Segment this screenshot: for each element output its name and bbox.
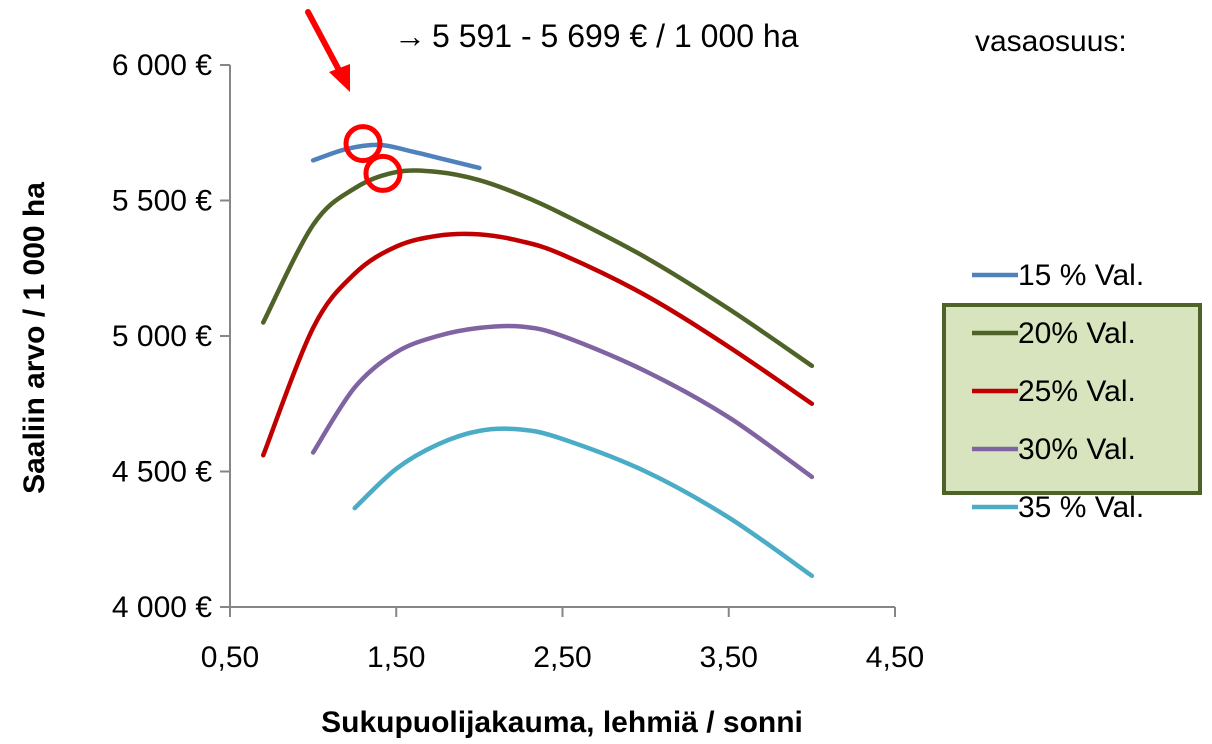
x-tick-label: 2,50	[533, 641, 591, 674]
legend-title: vasaosuus:	[975, 25, 1127, 58]
series-line-5	[352, 426, 815, 579]
highlight-circle-marker	[343, 124, 383, 164]
legend-label: 15 % Val.	[1018, 259, 1144, 292]
red-pointer-arrow-icon	[305, 9, 350, 92]
x-tick-label: 0,50	[201, 641, 259, 674]
y-tick-label: 4 000 €	[112, 591, 212, 624]
legend-label: 30% Val.	[1018, 433, 1136, 466]
series-line-4	[310, 323, 815, 480]
annotation-text: 5 591 - 5 699 € / 1 000 ha	[432, 18, 799, 54]
legend-label: 25% Val.	[1018, 375, 1136, 408]
marker-layer	[343, 124, 403, 193]
y-tick-label: 5 500 €	[112, 185, 212, 218]
y-tick-label: 5 000 €	[112, 320, 212, 353]
y-tick-label: 4 500 €	[112, 456, 212, 489]
series-line-1	[310, 142, 482, 171]
x-tick-label: 4,50	[866, 641, 924, 674]
y-tick-label: 6 000 €	[112, 49, 212, 82]
highlight-circle-marker	[363, 153, 403, 193]
x-axis-title: Sukupuolijakauma, lehmiä / sonni	[321, 706, 803, 739]
series-line-3	[261, 231, 815, 458]
legend-label: 20% Val.	[1018, 317, 1136, 350]
legend: vasaosuus: 15 % Val. 20% Val. 25% Val. 30% …	[942, 25, 1202, 524]
x-tick-label: 1,50	[367, 641, 425, 674]
series-layer	[261, 142, 815, 579]
annotation-arrow-glyph: →	[394, 18, 426, 54]
x-tick-label: 3,50	[700, 641, 758, 674]
legend-label: 35 % Val.	[1018, 491, 1144, 524]
axes: 4 000 € 4 500 € 5 000 € 5 500 € 6 000 € 0,50 1…	[112, 49, 924, 674]
annotation: → 5 591 - 5 699 € / 1 000 ha	[394, 18, 799, 54]
legend-highlight-box	[942, 303, 1202, 495]
y-axis-title: Saaliin arvo / 1 000 ha	[18, 182, 51, 494]
series-line-2	[261, 168, 815, 369]
